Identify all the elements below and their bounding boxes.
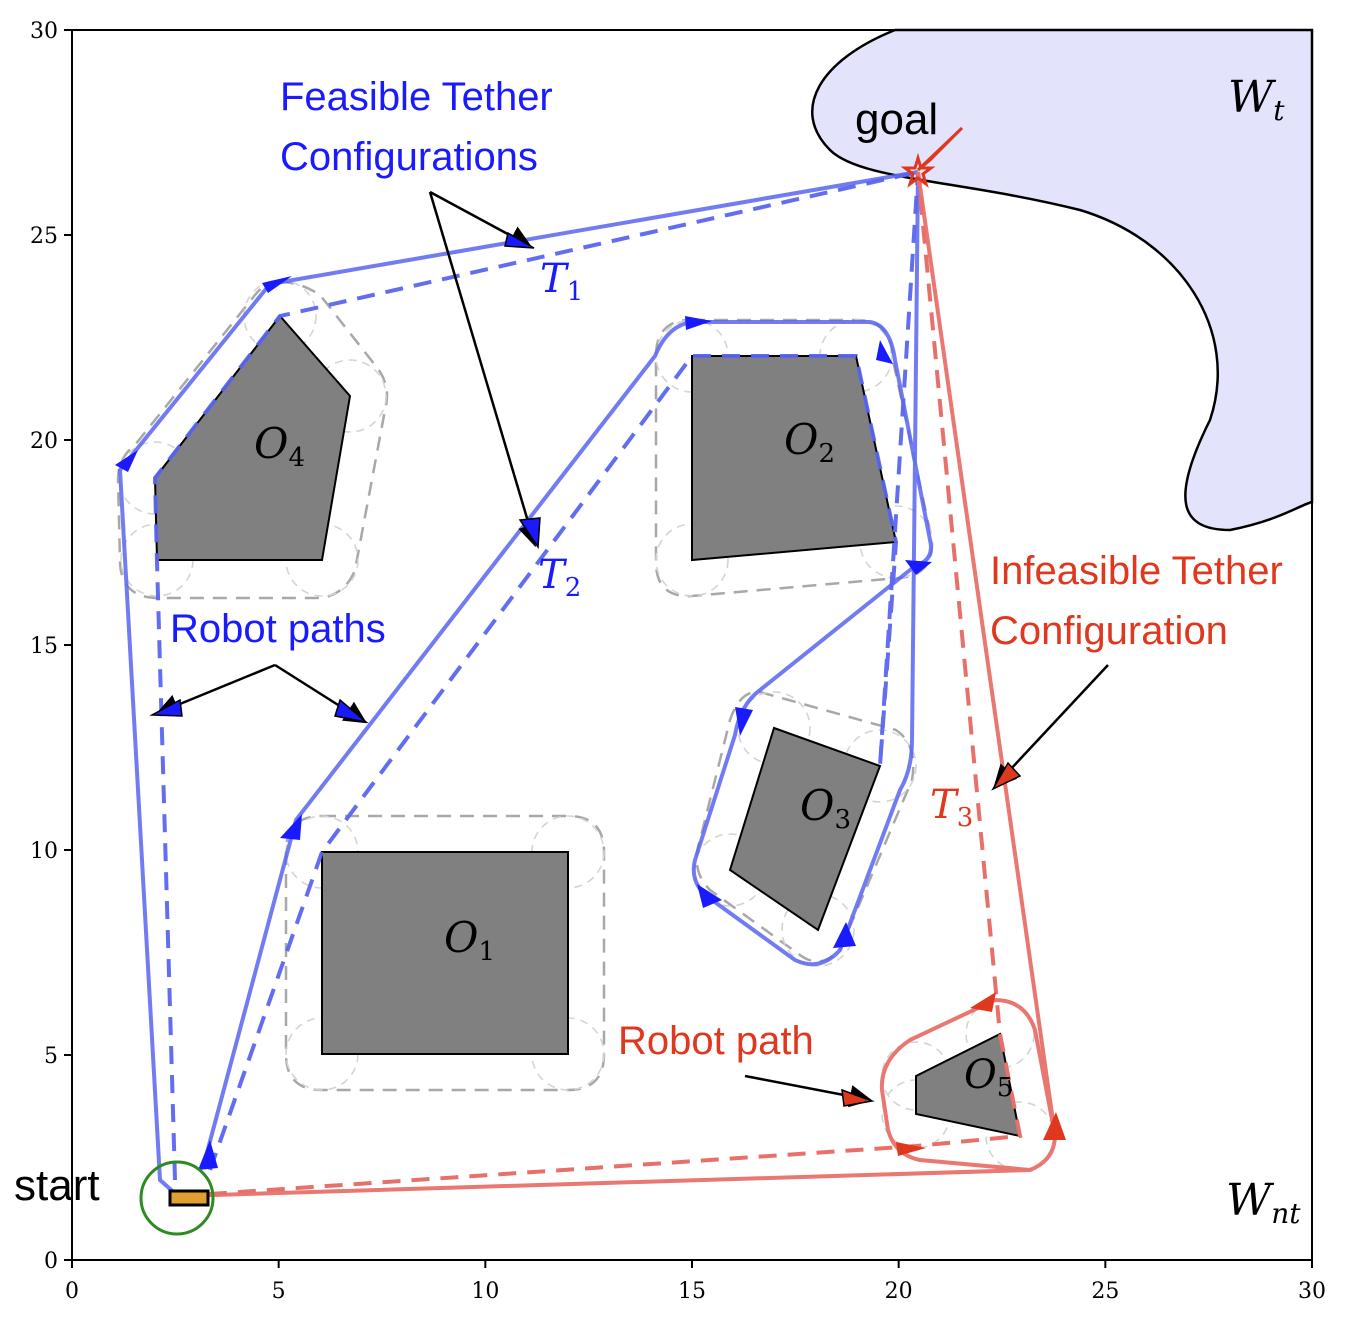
- tether-1-label: T1: [540, 256, 583, 307]
- path-arrowheads-blue: [115, 276, 932, 1170]
- y-tick-label: 5: [44, 1044, 58, 1069]
- x-tick-label: 0: [65, 1279, 79, 1304]
- x-tick-label: 5: [272, 1279, 286, 1304]
- tethered-region: [811, 28, 1314, 532]
- infeasible-label-line2: Configuration: [990, 609, 1228, 653]
- x-tick-label: 30: [1298, 1279, 1326, 1304]
- robot-path-label: Robot path: [618, 1019, 814, 1063]
- obstacle-2-label: O2: [784, 415, 835, 469]
- y-tick-label: 20: [30, 429, 58, 454]
- region-untethered-label: Wnt: [1226, 1175, 1301, 1230]
- start-label: start: [14, 1161, 100, 1210]
- goal-flag: [916, 126, 964, 172]
- x-tick-label: 10: [471, 1279, 499, 1304]
- robot-paths-label: Robot paths: [170, 607, 386, 651]
- tether-2-label: T2: [538, 552, 581, 603]
- tether-configurations-blue: [152, 170, 920, 1181]
- obstacles: [153, 314, 1022, 1138]
- obstacle-4-label: O4: [254, 419, 305, 473]
- obstacle-3-shape: [728, 726, 882, 932]
- obstacle-5-label: O5: [964, 1052, 1013, 1103]
- region-tethered-label: Wt: [1228, 72, 1285, 127]
- tether-3-label: T3: [930, 782, 973, 833]
- x-tick-label: 25: [1091, 1279, 1119, 1304]
- obstacle-1-shape: [321, 851, 569, 1055]
- feasible-label-line1: Feasible Tether: [280, 75, 553, 119]
- goal-label: goal: [855, 95, 938, 144]
- y-tick-label: 15: [30, 634, 58, 659]
- y-tick-label: 10: [30, 839, 58, 864]
- axis-ticks: 0 5 10 15 20 25 30 0 5 10 15 20 25 30: [30, 19, 1326, 1304]
- annotation-arrowheads-filled: [149, 231, 1022, 1107]
- y-tick-label: 30: [30, 19, 58, 44]
- y-tick-label: 0: [44, 1249, 58, 1274]
- robot-icon: [168, 1189, 210, 1207]
- infeasible-label-line1: Infeasible Tether: [990, 549, 1283, 593]
- goal-star: [900, 152, 936, 188]
- x-tick-label: 20: [885, 1279, 913, 1304]
- robot-path-red: [179, 171, 1058, 1198]
- obstacle-1-label: O1: [444, 913, 495, 967]
- obstacle-4-shape: [153, 314, 352, 561]
- x-tick-label: 15: [678, 1279, 706, 1304]
- path-arrowheads-red: [896, 992, 1066, 1156]
- start-circle: [139, 1160, 215, 1236]
- y-tick-label: 25: [30, 224, 58, 249]
- obstacle-3-label: O3: [800, 781, 851, 835]
- tether-configuration-red: [179, 171, 1023, 1198]
- robot-paths-blue: [117, 170, 933, 1198]
- feasible-label-line2: Configurations: [280, 135, 538, 179]
